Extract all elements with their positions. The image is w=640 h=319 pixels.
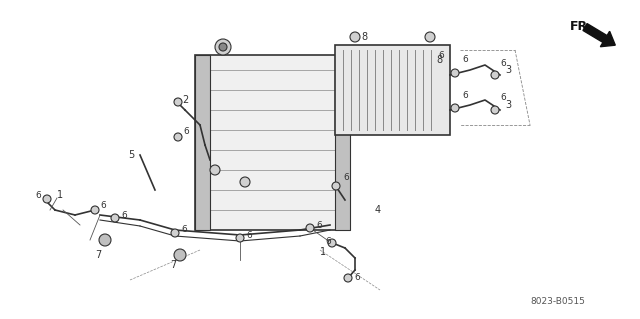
Text: 6: 6 [325, 238, 331, 247]
Circle shape [491, 71, 499, 79]
Text: 7: 7 [95, 250, 101, 260]
Text: 6: 6 [462, 56, 468, 64]
Text: 6: 6 [462, 91, 468, 100]
Circle shape [215, 39, 231, 55]
Text: 6: 6 [316, 220, 322, 229]
Circle shape [240, 177, 250, 187]
Text: 3: 3 [505, 65, 511, 75]
Text: 4: 4 [375, 205, 381, 215]
Text: FR.: FR. [570, 20, 593, 33]
Bar [195, 55, 350, 230]
Bar [195, 55, 210, 230]
Text: 8023-B0515: 8023-B0515 [530, 298, 585, 307]
Circle shape [306, 224, 314, 232]
Text: 5: 5 [128, 150, 134, 160]
Circle shape [425, 32, 435, 42]
Text: 6: 6 [354, 273, 360, 283]
Text: 2: 2 [182, 95, 188, 105]
Text: 6: 6 [181, 226, 187, 234]
Text: 1: 1 [320, 247, 326, 257]
Text: 6: 6 [100, 201, 106, 210]
Circle shape [43, 195, 51, 203]
Circle shape [99, 234, 111, 246]
Text: 6: 6 [343, 174, 349, 182]
Text: 8: 8 [361, 32, 367, 42]
Circle shape [451, 69, 459, 77]
Circle shape [171, 229, 179, 237]
Text: 7: 7 [170, 260, 176, 270]
Text: 6: 6 [438, 50, 444, 60]
Bar [335, 45, 450, 135]
Text: 6: 6 [500, 58, 506, 68]
Text: 6: 6 [500, 93, 506, 102]
Text: 6: 6 [246, 231, 252, 240]
Circle shape [451, 104, 459, 112]
Circle shape [344, 274, 352, 282]
Bar [335, 55, 350, 230]
Text: 6: 6 [121, 211, 127, 219]
Circle shape [174, 249, 186, 261]
Circle shape [491, 106, 499, 114]
Circle shape [111, 214, 119, 222]
Circle shape [174, 98, 182, 106]
Text: 6: 6 [35, 190, 41, 199]
Circle shape [332, 182, 340, 190]
Circle shape [91, 206, 99, 214]
Text: 8: 8 [436, 55, 442, 65]
Circle shape [210, 165, 220, 175]
Circle shape [236, 234, 244, 242]
Circle shape [350, 32, 360, 42]
Text: 3: 3 [505, 100, 511, 110]
FancyArrow shape [583, 24, 615, 47]
Circle shape [174, 133, 182, 141]
Text: 6: 6 [183, 128, 189, 137]
Circle shape [328, 239, 336, 247]
Circle shape [219, 43, 227, 51]
Text: 1: 1 [57, 190, 63, 200]
